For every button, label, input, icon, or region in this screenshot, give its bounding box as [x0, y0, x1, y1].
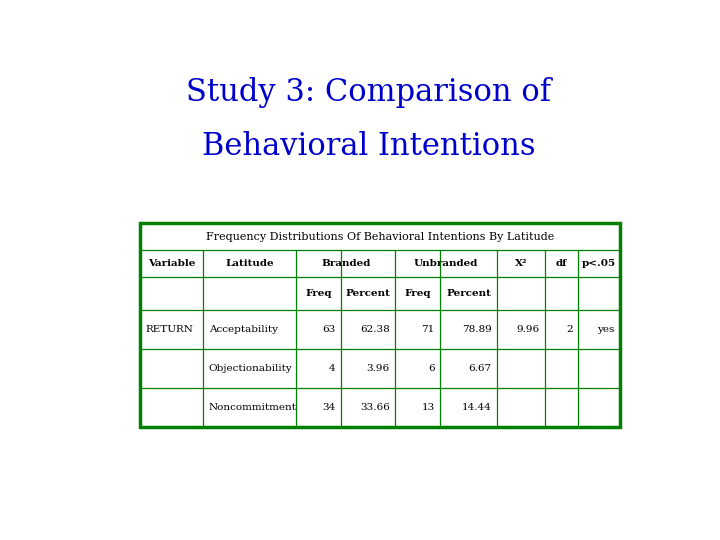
- Text: yes: yes: [597, 325, 615, 334]
- Text: 71: 71: [421, 325, 435, 334]
- Text: 6: 6: [428, 364, 435, 373]
- Text: Freq: Freq: [405, 289, 431, 298]
- Text: Frequency Distributions Of Behavioral Intentions By Latitude: Frequency Distributions Of Behavioral In…: [206, 232, 554, 241]
- Text: Branded: Branded: [321, 259, 370, 268]
- Text: 34: 34: [323, 403, 336, 411]
- Text: Behavioral Intentions: Behavioral Intentions: [202, 131, 536, 163]
- Text: Objectionability: Objectionability: [209, 364, 292, 373]
- Text: Study 3: Comparison of: Study 3: Comparison of: [186, 77, 552, 109]
- Text: p<.05: p<.05: [582, 259, 616, 268]
- Text: 2: 2: [566, 325, 572, 334]
- Text: Freq: Freq: [305, 289, 332, 298]
- Text: Percent: Percent: [346, 289, 391, 298]
- Text: 13: 13: [421, 403, 435, 411]
- Text: Latitude: Latitude: [225, 259, 274, 268]
- Text: 78.89: 78.89: [462, 325, 492, 334]
- Text: Percent: Percent: [446, 289, 491, 298]
- Text: 14.44: 14.44: [462, 403, 492, 411]
- Text: df: df: [556, 259, 567, 268]
- Text: X²: X²: [515, 259, 527, 268]
- Text: 63: 63: [323, 325, 336, 334]
- Text: Unbranded: Unbranded: [414, 259, 478, 268]
- Text: Acceptability: Acceptability: [209, 325, 278, 334]
- Text: RETURN: RETURN: [145, 325, 194, 334]
- Text: 33.66: 33.66: [360, 403, 390, 411]
- Text: 9.96: 9.96: [516, 325, 539, 334]
- Text: 62.38: 62.38: [360, 325, 390, 334]
- Text: 6.67: 6.67: [469, 364, 492, 373]
- Text: 4: 4: [329, 364, 336, 373]
- Text: Variable: Variable: [148, 259, 195, 268]
- Text: Noncommitment: Noncommitment: [209, 403, 297, 411]
- Text: 3.96: 3.96: [366, 364, 390, 373]
